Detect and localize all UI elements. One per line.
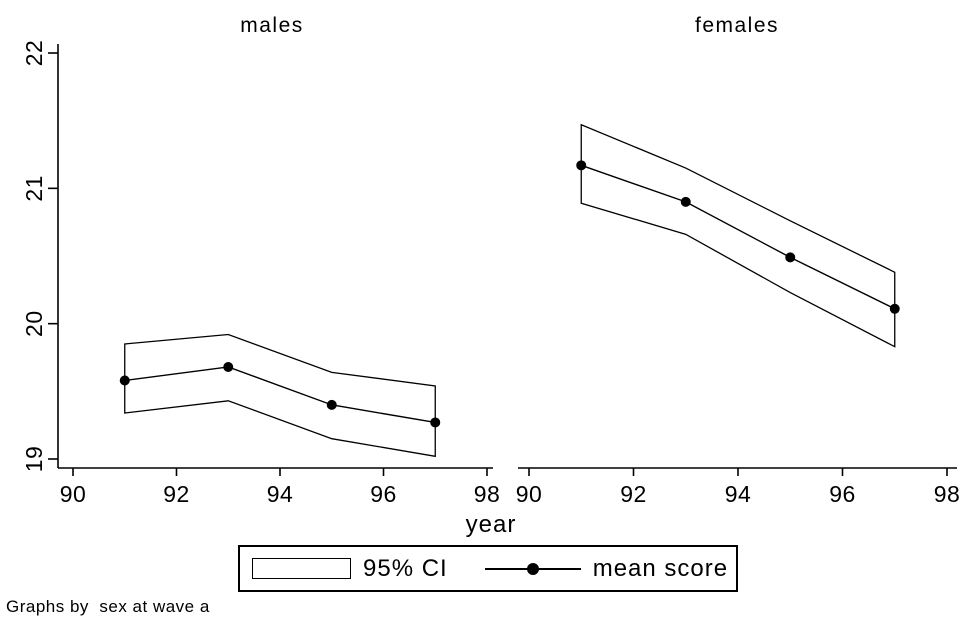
mean-line bbox=[581, 164, 896, 310]
y-tick-label: 22 bbox=[21, 40, 47, 67]
x-tick-label: 96 bbox=[829, 481, 856, 507]
x-tick-label: 92 bbox=[620, 481, 647, 507]
y-tick-label: 21 bbox=[21, 175, 47, 202]
data-point bbox=[785, 252, 796, 263]
legend-ci-swatch bbox=[252, 558, 351, 579]
y-tick-label: 20 bbox=[21, 310, 47, 337]
legend-mean-line-sample bbox=[484, 562, 581, 575]
footer-note: Graphs by sex at wave a bbox=[6, 597, 210, 616]
panel-title-males: males bbox=[240, 14, 304, 37]
data-point bbox=[119, 375, 130, 386]
y-tick-label: 19 bbox=[21, 446, 47, 473]
data-point bbox=[223, 361, 234, 372]
legend-ci-label: 95% CI bbox=[363, 554, 448, 582]
data-point bbox=[680, 196, 691, 207]
legend: 95% CI mean score bbox=[238, 545, 738, 592]
panel-title-females: females bbox=[695, 14, 779, 37]
mean-line bbox=[124, 366, 436, 424]
ci-band bbox=[580, 123, 896, 348]
legend-mean-label: mean score bbox=[592, 554, 729, 582]
ci-band bbox=[124, 333, 436, 458]
plot-layer: 90 92 94 96 98 19 20 21 22 90 92 94 96 98 bbox=[21, 40, 960, 507]
data-point bbox=[326, 399, 337, 410]
x-tick-label: 90 bbox=[516, 481, 543, 507]
data-point bbox=[889, 303, 900, 314]
x-axis-label: year bbox=[465, 511, 517, 538]
x-tick-label: 96 bbox=[370, 481, 397, 507]
x-tick-label: 98 bbox=[474, 481, 501, 507]
x-tick-label: 90 bbox=[60, 481, 87, 507]
x-tick-label: 94 bbox=[725, 481, 752, 507]
legend-mean-marker-icon bbox=[526, 562, 539, 575]
x-tick-label: 94 bbox=[267, 481, 294, 507]
data-point bbox=[576, 160, 587, 171]
x-tick-label: 92 bbox=[163, 481, 190, 507]
x-tick-label: 98 bbox=[934, 481, 961, 507]
data-point bbox=[430, 417, 441, 428]
